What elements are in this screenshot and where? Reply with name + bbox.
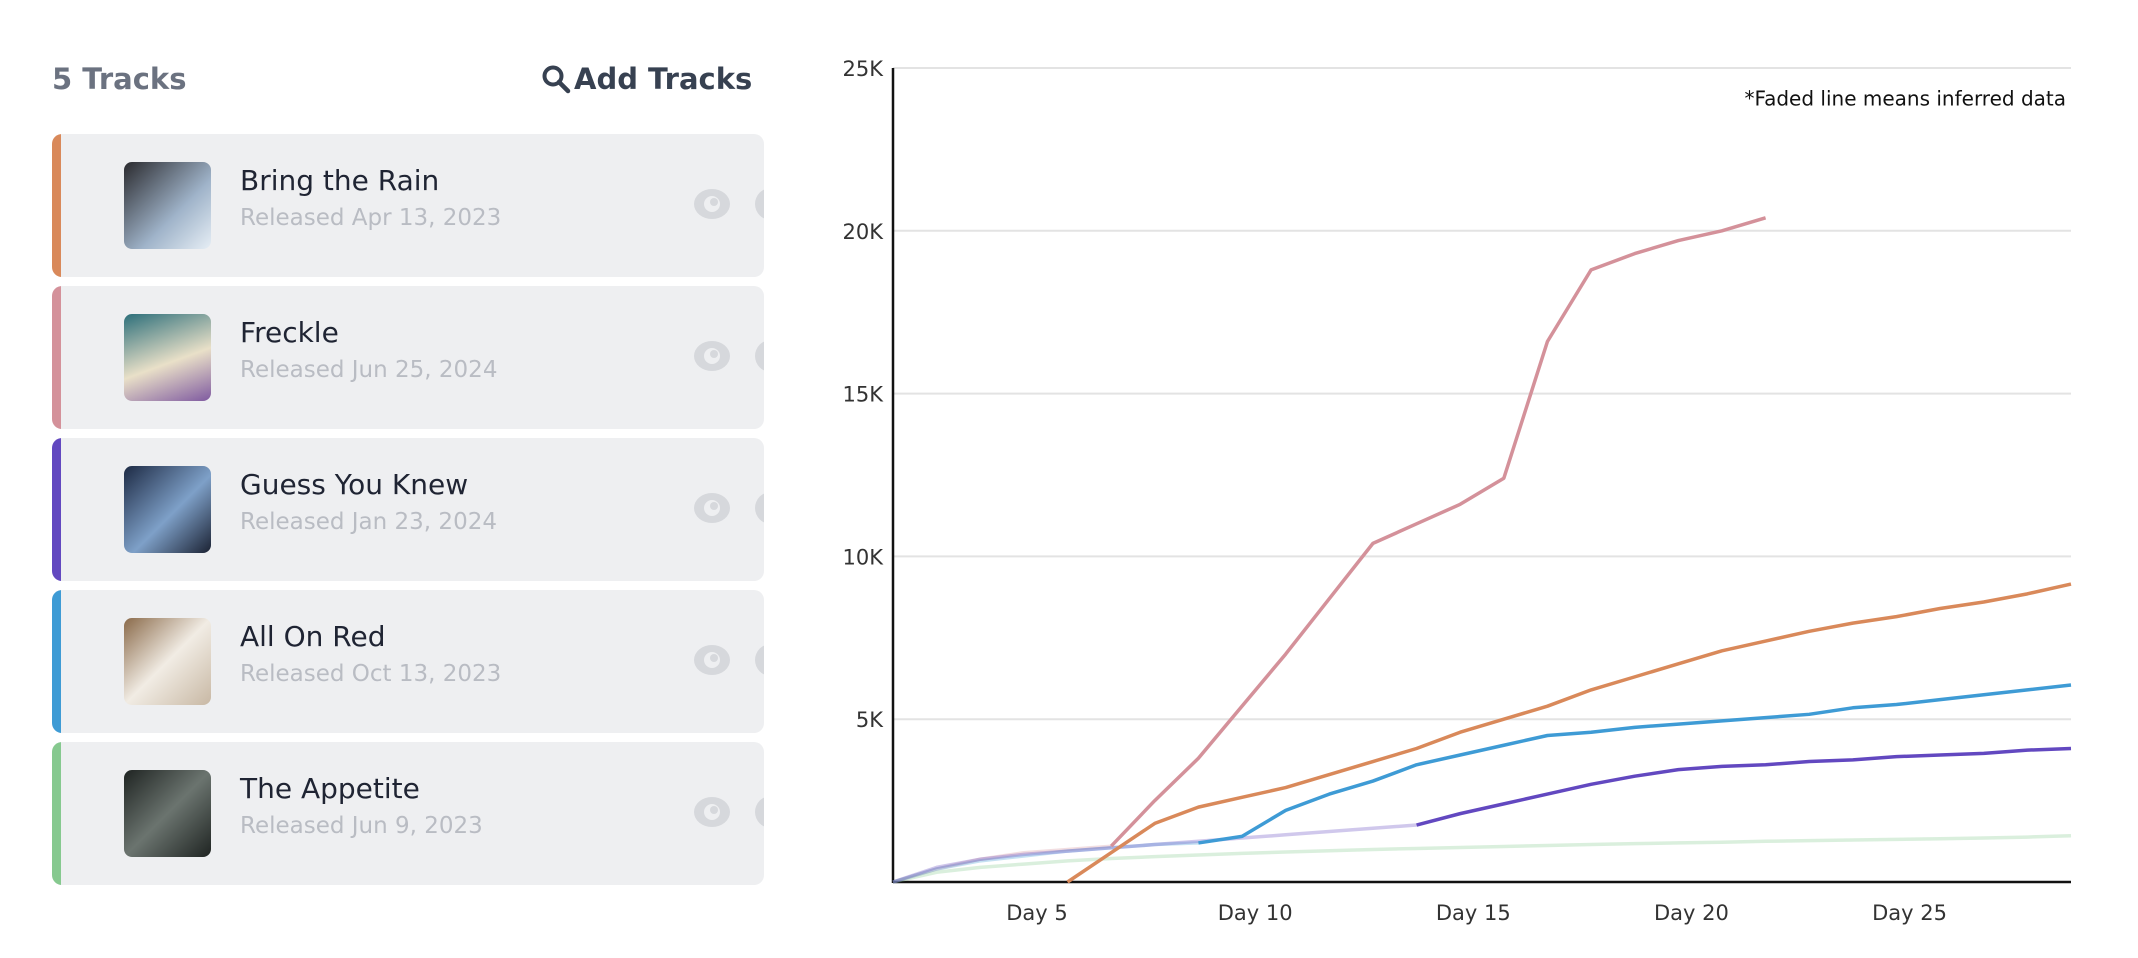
x-tick-label: Day 20 (1654, 901, 1729, 925)
album-art (124, 162, 211, 249)
inferred-line (892, 844, 1112, 884)
inferred-line (892, 823, 1417, 884)
line (1416, 746, 2072, 827)
release-date: Released Jun 9, 2023 (240, 813, 483, 839)
annotation: *Faded line means inferred data (1744, 87, 2066, 111)
toggle-visibility[interactable] (692, 640, 732, 680)
track-color (52, 286, 61, 429)
track-title: The Appetite (240, 772, 420, 805)
remove-track[interactable] (754, 491, 764, 525)
track-card: Freckle Released Jun 25, 2024 (52, 286, 764, 429)
inferred-line (892, 841, 1199, 884)
toggle-visibility[interactable] (692, 336, 732, 376)
y-tick-label: 15K (843, 383, 885, 407)
album-art (124, 466, 211, 553)
album-art (124, 314, 211, 401)
line (1198, 683, 2072, 845)
track-title: Bring the Rain (240, 164, 440, 197)
y-tick-label: 25K (843, 57, 885, 81)
add-tracks[interactable]: Add Tracks (574, 62, 753, 96)
line (1109, 216, 1767, 848)
track-color (52, 438, 61, 581)
y-tick-label: 5K (856, 708, 884, 732)
release-date: Released Jan 23, 2024 (240, 509, 497, 535)
toggle-visibility[interactable] (692, 488, 732, 528)
x-tick-label: Day 5 (1006, 901, 1068, 925)
y-tick-label: 10K (843, 545, 885, 569)
release-date: Released Oct 13, 2023 (240, 661, 502, 687)
toggle-visibility[interactable] (692, 792, 732, 832)
track-title: Freckle (240, 316, 339, 349)
remove-track[interactable] (754, 187, 764, 221)
line (1066, 582, 2072, 884)
x-tick-label: Day 15 (1436, 901, 1511, 925)
remove-track[interactable] (754, 339, 764, 373)
release-date: Released Jun 25, 2024 (240, 357, 498, 383)
x-tick-label: Day 10 (1218, 901, 1293, 925)
track-card: Bring the Rain Released Apr 13, 2023 (52, 134, 764, 277)
search-icon[interactable] (541, 64, 571, 94)
track-title: All On Red (240, 620, 386, 653)
track-color (52, 590, 61, 733)
inferred-line (892, 834, 2072, 884)
album-art (124, 770, 211, 857)
track-card: All On Red Released Oct 13, 2023 (52, 590, 764, 733)
x-tick-label: Day 25 (1872, 901, 1947, 925)
track-card: Guess You Knew Released Jan 23, 2024 (52, 438, 764, 581)
remove-track[interactable] (754, 795, 764, 829)
album-art (124, 618, 211, 705)
track-card: The Appetite Released Jun 9, 2023 (52, 742, 764, 885)
remove-track[interactable] (754, 643, 764, 677)
toggle-visibility[interactable] (692, 184, 732, 224)
track-color (52, 134, 61, 277)
track-count: 5 Tracks (52, 62, 187, 96)
track-title: Guess You Knew (240, 468, 469, 501)
release-date: Released Apr 13, 2023 (240, 205, 502, 231)
track-color (52, 742, 61, 885)
y-tick-label: 20K (843, 220, 885, 244)
